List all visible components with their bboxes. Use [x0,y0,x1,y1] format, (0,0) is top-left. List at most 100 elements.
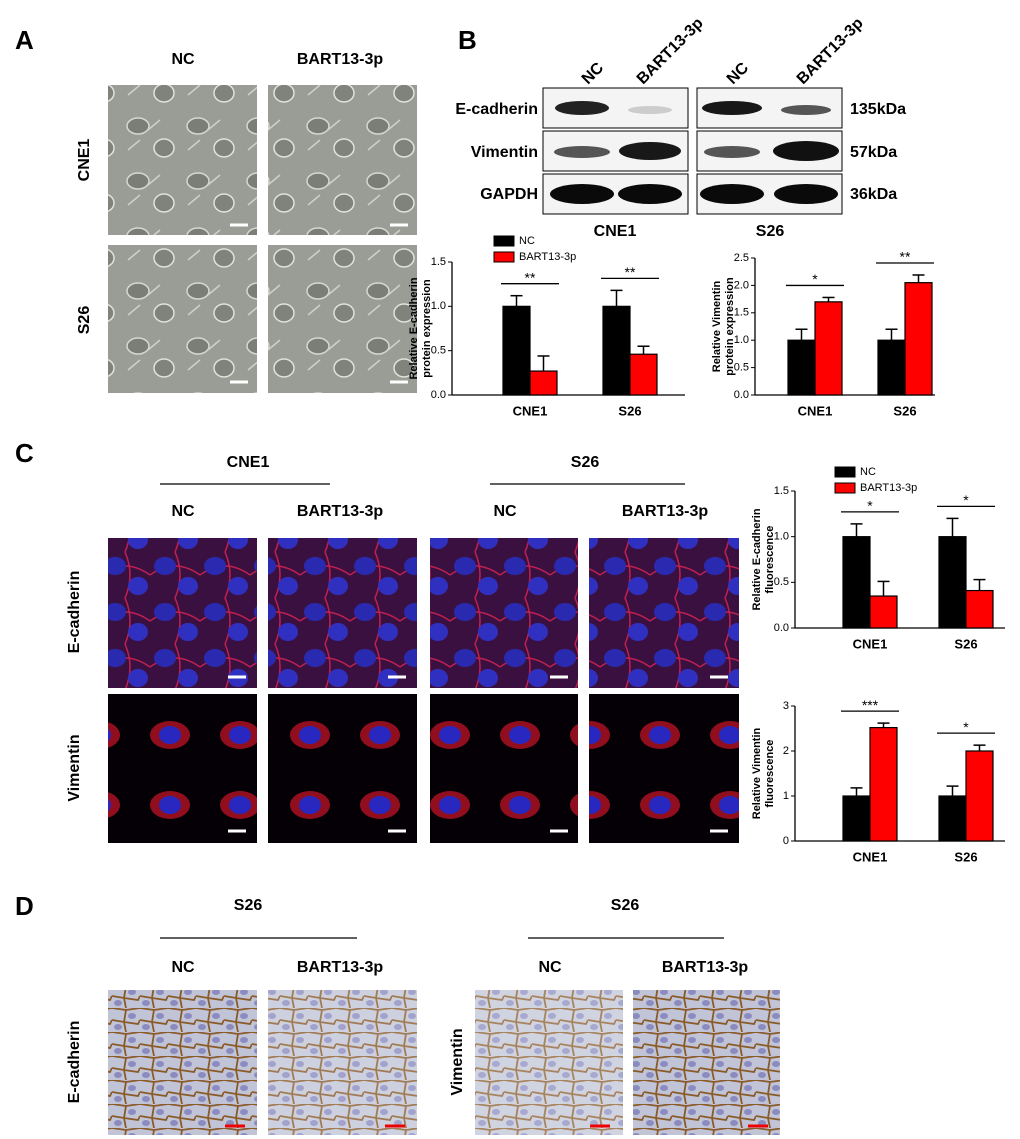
significance-label: * [867,498,873,514]
legend-swatch [493,235,515,247]
significance-label: * [963,719,969,735]
lane-label: NC [579,59,608,88]
y-tick-label: 1.0 [734,334,749,346]
y-axis-label: fluorescence [764,526,776,594]
bar [529,370,558,396]
y-tick-label: 0.0 [431,389,446,401]
y-axis-label: Relative Vimentin [751,727,763,819]
column-label: BART13-3p [297,959,383,976]
micrograph [108,245,257,393]
bar [869,595,898,629]
micrograph [268,245,417,393]
row-label: E-cadherin [66,1021,83,1104]
size-label: 135kDa [850,101,906,118]
size-label: 36kDa [850,186,897,203]
bar [502,305,531,396]
column-label: NC [538,959,562,976]
bar [842,795,871,842]
y-tick-label: 0.0 [774,622,789,634]
y-axis-label: Relative Vimentin [711,280,723,372]
y-axis-label: Relative E-cadherin [408,277,420,379]
y-tick-label: 1.5 [431,256,446,268]
bar [629,353,658,396]
bar [814,301,843,396]
bar [877,339,906,396]
column-label: NC [171,503,195,520]
x-tick-label: CNE1 [513,403,548,418]
micrograph [108,85,257,235]
y-tick-label: 1.0 [431,300,446,312]
group-label: S26 [234,897,263,914]
panel-label: C [15,438,34,468]
column-label: NC [171,959,195,976]
protein-label: E-cadherin [455,101,538,118]
bar [965,750,994,842]
x-tick-label: CNE1 [853,636,888,651]
y-tick-label: 1.5 [734,307,749,319]
y-tick-label: 0.5 [431,345,446,357]
bar [938,795,967,842]
blot [542,87,843,215]
row-label: E-cadherin [66,571,83,654]
legend-swatch [834,482,856,494]
row-label: CNE1 [76,139,93,182]
y-tick-label: 1.0 [774,531,789,543]
y-tick-label: 2.0 [734,279,749,291]
y-tick-label: 0.0 [734,389,749,401]
scale-bars [230,223,408,384]
column-label: NC [493,503,517,520]
y-axis-label: fluorescence [764,740,776,808]
significance-label: ** [525,269,536,285]
fluorescence-images [108,538,739,843]
y-tick-label: 2.5 [734,252,749,264]
lane-label: NC [724,59,753,88]
x-tick-label: S26 [954,636,977,651]
bar [602,305,631,396]
panel-label: D [15,891,34,921]
legend-label: NC [860,466,876,478]
column-label: NC [171,51,195,68]
legend-swatch [493,251,515,263]
panel-label: B [458,25,477,55]
x-tick-label: S26 [618,403,641,418]
protein-label: Vimentin [471,144,538,161]
y-tick-label: 2 [783,745,789,757]
column-label: BART13-3p [297,51,383,68]
significance-label: *** [862,697,879,713]
y-axis-label: protein expression [421,279,433,378]
size-label: 57kDa [850,144,897,161]
group-label: CNE1 [594,223,637,240]
column-label: BART13-3p [622,503,708,520]
y-tick-label: 0.5 [774,576,789,588]
x-tick-label: CNE1 [853,849,888,864]
micrograph [268,85,417,235]
group-label: CNE1 [227,454,270,471]
scale-bars [228,675,728,833]
y-tick-label: 1 [783,790,789,802]
bar [869,726,898,842]
bar [965,589,994,629]
panel-label: A [15,25,34,55]
row-label: Vimentin [66,734,83,801]
legend-swatch [834,466,856,478]
y-tick-label: 1.5 [774,485,789,497]
bar [904,282,933,396]
y-tick-label: 0.5 [734,362,749,374]
row-label: S26 [76,306,93,335]
y-axis-label: Relative E-cadherin [751,508,763,610]
y-tick-label: 3 [783,700,789,712]
x-tick-label: S26 [954,849,977,864]
significance-label: ** [625,264,636,280]
y-axis-label: protein expression [724,277,736,376]
column-label: BART13-3p [662,959,748,976]
x-tick-label: CNE1 [798,403,833,418]
bar [842,536,871,629]
significance-label: * [963,492,969,508]
group-label: S26 [756,223,785,240]
x-tick-label: S26 [893,403,916,418]
lane-label: BART13-3p [794,15,867,88]
bar [787,339,816,396]
y-tick-label: 0 [783,835,789,847]
significance-label: * [812,271,818,287]
